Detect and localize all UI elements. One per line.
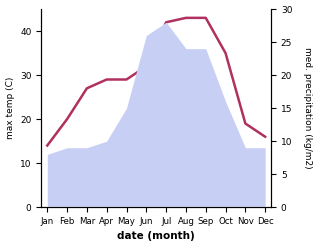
X-axis label: date (month): date (month)	[117, 231, 195, 242]
Y-axis label: max temp (C): max temp (C)	[5, 77, 15, 139]
Y-axis label: med. precipitation (kg/m2): med. precipitation (kg/m2)	[303, 47, 313, 169]
